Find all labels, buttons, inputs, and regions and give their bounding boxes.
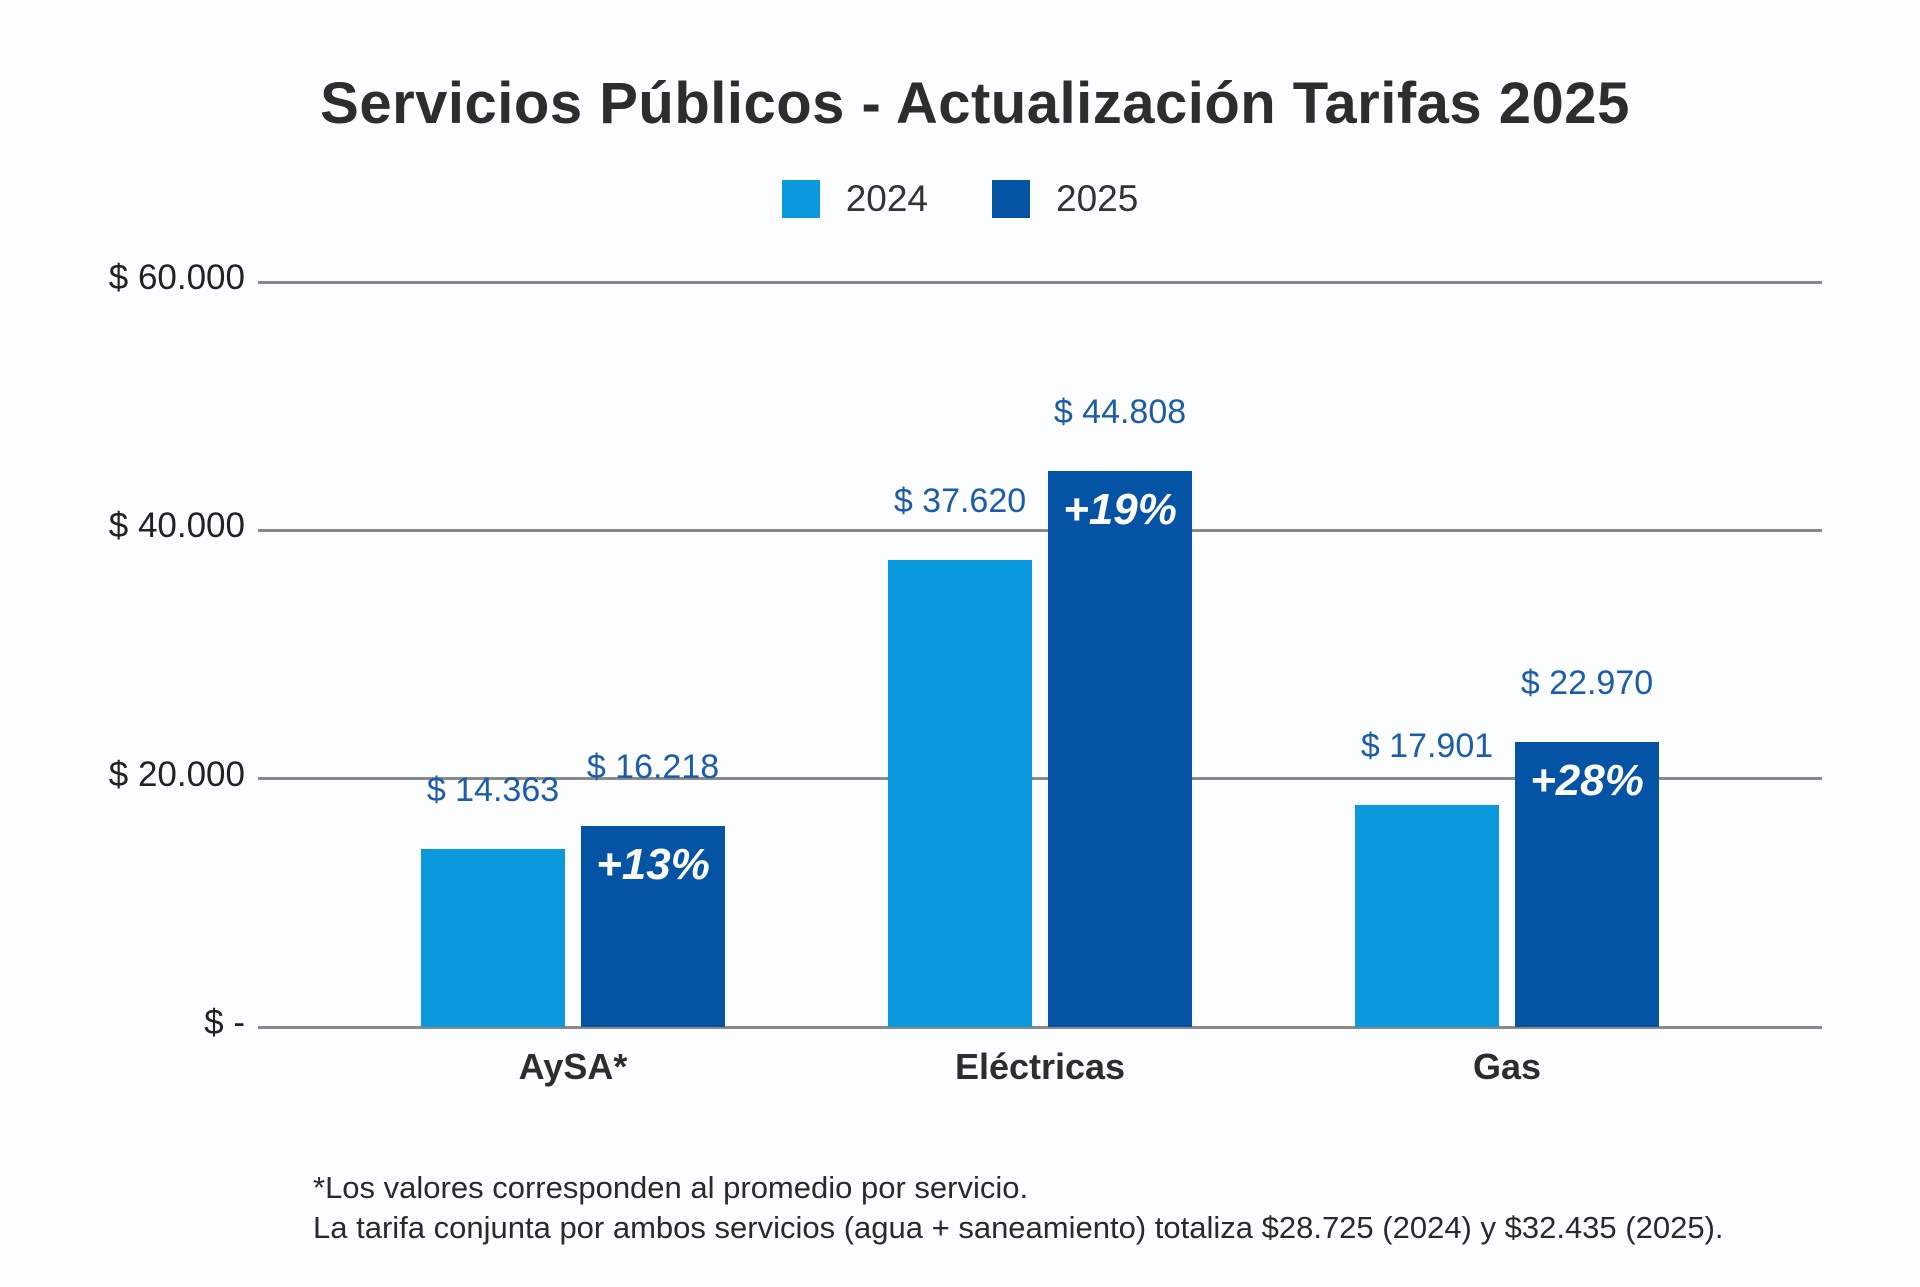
bar-2024-Gas (1355, 804, 1499, 1027)
legend-swatch-2024-icon (781, 180, 820, 218)
gridline-0 (258, 1025, 1822, 1029)
bar-2025-Gas (1515, 741, 1659, 1027)
pct-label-Gas: +28% (1530, 755, 1644, 805)
footnote-line-1: *Los valores corresponden al promedio po… (313, 1170, 1029, 1205)
footnote-line-2: La tarifa conjunta por ambos servicios (… (313, 1210, 1724, 1245)
y-axis-label-40000: $ 40.000 (108, 506, 245, 546)
legend-item-2025: 2025 (992, 178, 1138, 220)
value-label-2025-Gas: $ 22.970 (1520, 663, 1654, 702)
gridline-40000 (258, 528, 1822, 532)
bar-2024-AySA* (421, 848, 565, 1027)
footnote: *Los valores corresponden al promedio po… (313, 1168, 1724, 1248)
value-label-2025-Eléctricas: $ 44.808 (1053, 392, 1187, 431)
chart-title: Servicios Públicos - Actualización Tarif… (320, 71, 1630, 136)
value-label-2024-Gas: $ 17.901 (1360, 726, 1494, 765)
category-label-Eléctricas: Eléctricas (954, 1046, 1126, 1087)
y-axis-label-0: $ - (204, 1003, 245, 1042)
bar-2025-Eléctricas (1048, 470, 1192, 1027)
legend-swatch-2025-icon (992, 180, 1030, 218)
legend-label-2025: 2025 (1056, 178, 1139, 219)
value-label-2024-AySA*: $ 14.363 (426, 770, 560, 809)
legend-label-2024: 2024 (845, 178, 928, 219)
gridline-20000 (258, 777, 1822, 781)
category-label-AySA*: AySA* (518, 1046, 628, 1087)
category-label-Gas: Gas (1472, 1046, 1542, 1087)
y-axis-label-60000: $ 60.000 (108, 258, 245, 297)
gridline-60000 (258, 280, 1822, 284)
pct-label-AySA*: +13% (596, 839, 710, 889)
y-axis-label-20000: $ 20.000 (108, 754, 245, 794)
bar-2024-Eléctricas (888, 559, 1032, 1027)
value-label-2024-Eléctricas: $ 37.620 (893, 481, 1027, 520)
chart-legend: 2024 2025 (0, 178, 1920, 220)
legend-item-2024: 2024 (781, 178, 928, 220)
value-label-2025-AySA*: $ 16.218 (586, 747, 720, 786)
pct-label-Eléctricas: +19% (1063, 484, 1177, 534)
bar-2025-AySA* (581, 825, 725, 1027)
